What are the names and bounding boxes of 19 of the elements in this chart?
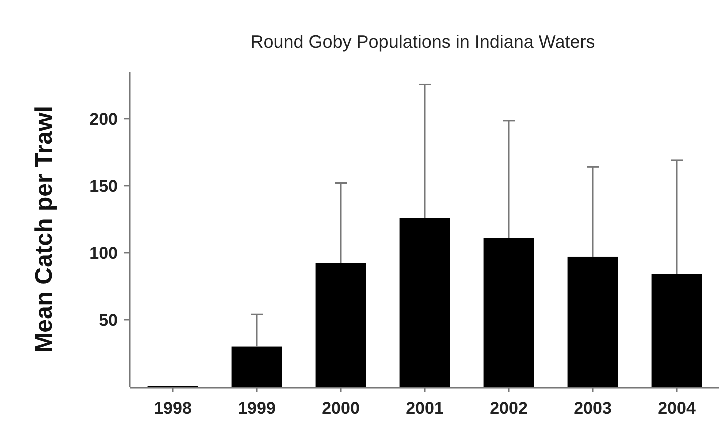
x-tick-label: 2004 xyxy=(658,399,696,418)
x-tick-label: 2001 xyxy=(406,399,444,418)
x-tick-label: 2003 xyxy=(574,399,612,418)
bar xyxy=(652,274,702,387)
y-tick-label: 50 xyxy=(99,310,118,330)
bar xyxy=(316,263,366,387)
x-tick-label: 2002 xyxy=(490,399,528,418)
x-tick-label: 1998 xyxy=(154,399,192,418)
chart-title: Round Goby Populations in Indiana Waters xyxy=(250,32,596,52)
bar xyxy=(400,218,450,387)
y-axis-title: Mean Catch per Trawl xyxy=(31,106,58,353)
y-tick-label: 200 xyxy=(90,110,118,129)
bar xyxy=(568,256,618,387)
bar xyxy=(232,346,282,387)
y-tick-label: 150 xyxy=(90,176,118,196)
y-tick-label: 100 xyxy=(90,244,118,263)
x-tick-label: 1999 xyxy=(238,399,276,418)
bar xyxy=(484,238,534,387)
x-tick-label: 2000 xyxy=(322,399,360,418)
